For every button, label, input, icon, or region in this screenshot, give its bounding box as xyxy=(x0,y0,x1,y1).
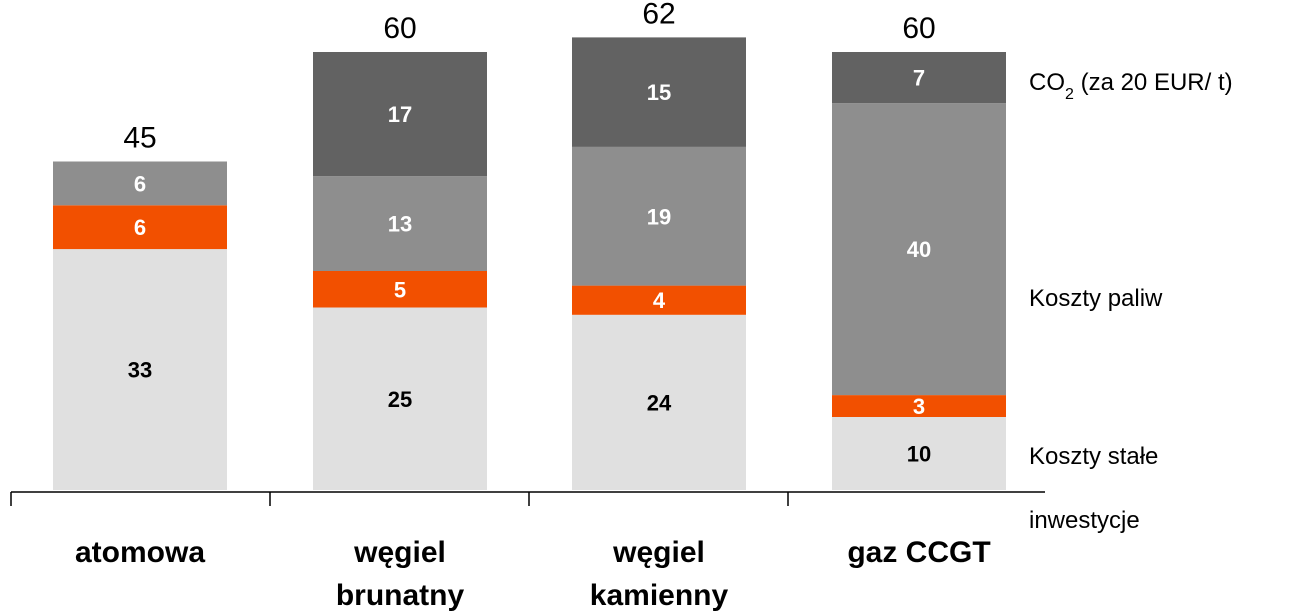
bar-segment-2-1 xyxy=(572,285,746,315)
legend-label-0: CO2 (za 20 EUR/ t) xyxy=(1029,69,1233,103)
legend-label-3: inwestycje xyxy=(1029,507,1140,534)
total-label-3: 60 xyxy=(902,12,935,45)
legend: CO2 (za 20 EUR/ t) Koszty paliw Koszty sta… xyxy=(1029,69,1233,534)
bars-group: 33 6 6 45 25 5 13 17 60 24 4 19 15 62 10 3 40 7 60 xyxy=(53,0,1006,490)
segment-label-1-1: 5 xyxy=(394,277,406,302)
total-label-2: 62 xyxy=(642,0,675,30)
segment-label-3-0: 10 xyxy=(907,442,931,467)
total-label-1: 60 xyxy=(383,12,416,45)
category-label-1-0: węgiel xyxy=(353,536,446,569)
segment-label-1-3: 17 xyxy=(388,102,412,127)
segment-label-0-1: 6 xyxy=(134,215,146,240)
segment-label-2-0: 24 xyxy=(647,390,672,415)
bar-segment-1-0 xyxy=(313,307,487,490)
bar-segment-3-2 xyxy=(832,103,1006,396)
total-label-0: 45 xyxy=(123,122,156,155)
segment-label-0-0: 33 xyxy=(128,358,152,383)
segment-label-2-2: 19 xyxy=(647,204,671,229)
legend-label-1: Koszty paliw xyxy=(1029,285,1163,312)
segment-label-3-1: 3 xyxy=(913,394,925,419)
bar-segment-3-3 xyxy=(832,52,1006,104)
bar-segment-3-1 xyxy=(832,395,1006,417)
bar-segment-2-0 xyxy=(572,314,746,490)
bar-segment-2-3 xyxy=(572,37,746,147)
bar-segment-0-2 xyxy=(53,161,227,206)
x-axis xyxy=(10,491,1045,506)
bar-segment-3-0 xyxy=(832,417,1006,490)
bar-segment-0-1 xyxy=(53,205,227,250)
bar-segment-0-0 xyxy=(53,249,227,490)
segment-label-3-2: 40 xyxy=(907,237,931,262)
bar-segment-1-1 xyxy=(313,271,487,308)
category-label-2-0: węgiel xyxy=(612,536,705,569)
segment-label-2-3: 15 xyxy=(647,80,671,105)
segment-label-1-0: 25 xyxy=(388,387,412,412)
category-label-0-0: atomowa xyxy=(75,536,205,569)
legend-label-2: Koszty stałe xyxy=(1029,443,1158,470)
segment-label-2-1: 4 xyxy=(653,288,666,313)
bar-segment-2-2 xyxy=(572,146,746,286)
segment-label-1-2: 13 xyxy=(388,212,412,237)
category-label-1-1: brunatny xyxy=(336,579,465,612)
bar-segment-1-3 xyxy=(313,52,487,177)
category-labels: atomowa węgiel brunatny węgiel kamienny gaz C… xyxy=(75,536,991,612)
category-label-2-1: kamienny xyxy=(590,579,729,612)
category-label-3-0: gaz CCGT xyxy=(847,536,990,569)
bar-segment-1-2 xyxy=(313,176,487,271)
segment-label-3-3: 7 xyxy=(913,66,925,91)
segment-label-0-2: 6 xyxy=(134,171,146,196)
